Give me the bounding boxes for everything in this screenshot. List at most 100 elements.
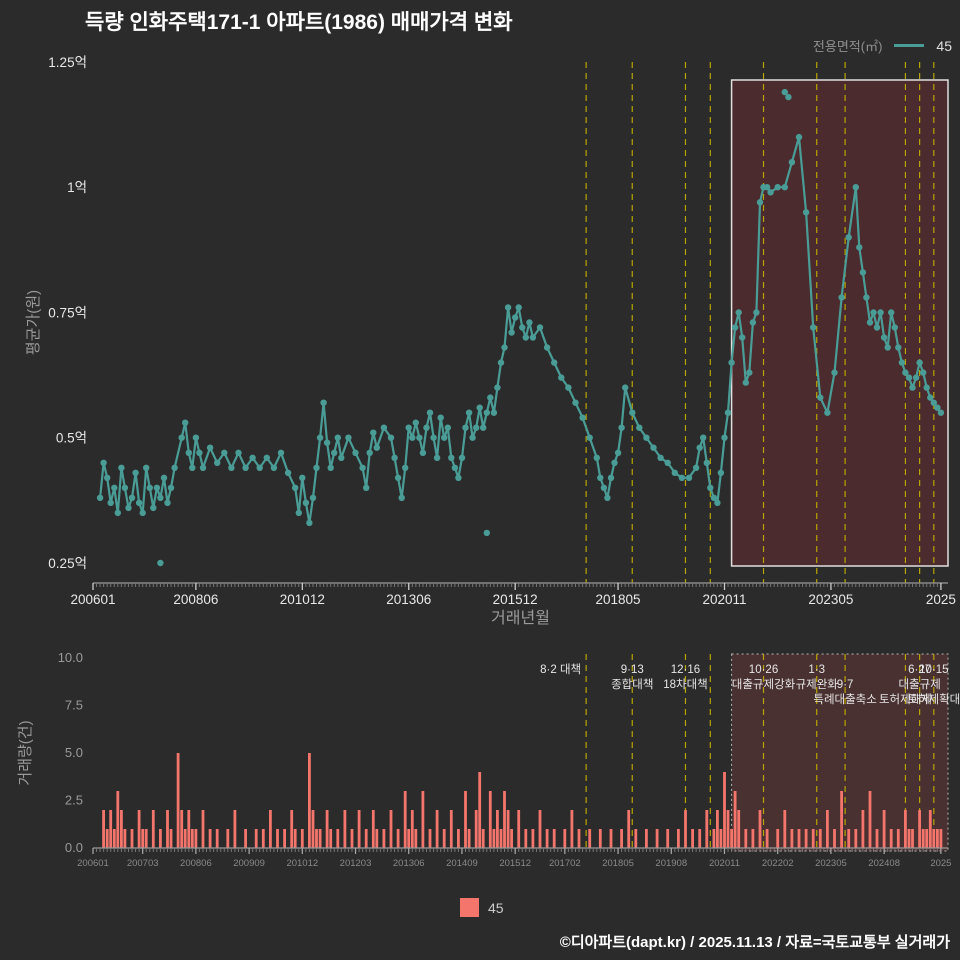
price-point <box>448 454 455 461</box>
volume-bar <box>396 829 400 848</box>
volume-bar <box>116 791 120 848</box>
price-point <box>139 509 146 517</box>
price-point <box>426 409 434 416</box>
price-point <box>551 359 558 366</box>
price-point <box>810 324 817 331</box>
price-point <box>795 133 803 141</box>
volume-bar <box>730 829 733 848</box>
volume-bar <box>510 829 513 848</box>
volume-bar <box>137 810 141 848</box>
price-y-tick-label: 0.5억 <box>56 431 87 446</box>
price-point <box>916 359 923 366</box>
price-point <box>572 399 579 406</box>
volume-bar <box>506 810 510 848</box>
volume-bar <box>737 810 741 848</box>
volume-x-tick-label: 201805 <box>602 858 634 869</box>
volume-y-tick-label: 10.0 <box>58 650 83 665</box>
volume-bar <box>928 810 932 848</box>
volume-bar <box>481 829 485 848</box>
price-point <box>622 384 629 391</box>
price-point <box>497 359 505 366</box>
price-point <box>934 404 941 411</box>
volume-bar <box>804 829 808 848</box>
policy-annotation-name: 대출규제 <box>898 678 940 691</box>
price-point <box>402 464 409 471</box>
volume-bar <box>545 829 549 848</box>
volume-bar <box>180 810 184 848</box>
price-point <box>249 454 256 461</box>
volume-bar <box>833 829 836 848</box>
price-point <box>316 434 324 441</box>
volume-bar <box>538 810 542 848</box>
price-point <box>462 424 469 431</box>
volume-bar <box>918 810 921 848</box>
volume-x-tick-label: 202305 <box>815 858 847 869</box>
price-point <box>153 484 161 491</box>
price-point <box>132 469 139 476</box>
price-point <box>128 494 136 501</box>
legend-top[interactable]: 전용면적(㎡) 45 <box>813 36 952 55</box>
volume-bar <box>151 810 155 848</box>
volume-bar <box>318 829 322 848</box>
price-point <box>909 384 916 391</box>
price-point <box>618 424 625 431</box>
price-x-tick-label: 201012 <box>280 592 325 607</box>
volume-bar <box>744 829 748 848</box>
volume-bar <box>457 829 460 848</box>
policy-annotation-date: 8·2 대책 <box>540 662 581 676</box>
price-point <box>898 359 906 366</box>
volume-bar <box>123 829 127 848</box>
volume-bar <box>790 829 794 848</box>
volume-bar <box>130 829 134 848</box>
volume-bar <box>896 829 900 848</box>
price-point <box>295 509 302 517</box>
policy-annotation-name: 대출규제강화 <box>732 678 796 691</box>
volume-bar <box>691 829 694 848</box>
price-point <box>728 359 735 366</box>
legend-bottom[interactable]: 45 <box>460 898 504 917</box>
price-point <box>657 454 664 461</box>
volume-x-tick-label: 201306 <box>393 858 425 869</box>
price-point <box>451 464 459 471</box>
volume-bar <box>474 810 478 848</box>
volume-x-tick-label: 202408 <box>868 858 900 869</box>
price-point <box>320 399 327 406</box>
price-point <box>678 474 686 481</box>
volume-bar <box>723 772 726 848</box>
volume-bar <box>939 829 943 848</box>
volume-bar <box>144 829 148 848</box>
volume-bar <box>620 829 623 848</box>
price-point <box>891 324 898 331</box>
price-point <box>692 464 700 471</box>
policy-annotation-name: 종합대책 <box>611 677 653 691</box>
volume-bar <box>159 829 162 848</box>
volume-x-tick-label: 201908 <box>655 858 687 869</box>
volume-bar <box>382 829 386 848</box>
volume-bar <box>577 829 581 848</box>
price-point <box>345 434 352 441</box>
price-point <box>391 454 398 461</box>
price-point <box>817 394 824 401</box>
price-outlier-point <box>157 559 164 567</box>
volume-bar <box>925 829 929 848</box>
price-point <box>171 464 178 471</box>
volume-bar <box>716 810 719 848</box>
volume-bar <box>936 829 939 848</box>
price-point <box>111 484 118 491</box>
volume-bar <box>283 829 286 848</box>
price-point <box>416 434 423 441</box>
price-point <box>444 424 451 431</box>
price-point <box>196 449 203 456</box>
legend-bottom-value: 45 <box>488 899 504 916</box>
price-point <box>423 424 430 431</box>
volume-bar <box>847 829 851 848</box>
price-point <box>710 494 718 501</box>
volume-bar <box>269 810 272 848</box>
price-point <box>178 434 185 441</box>
volume-bar <box>410 810 414 848</box>
policy-annotation-name: 특례대출축소 <box>813 693 876 706</box>
volume-bar <box>570 810 574 848</box>
volume-bar <box>758 810 762 848</box>
price-point <box>685 474 693 481</box>
price-point <box>838 294 845 301</box>
